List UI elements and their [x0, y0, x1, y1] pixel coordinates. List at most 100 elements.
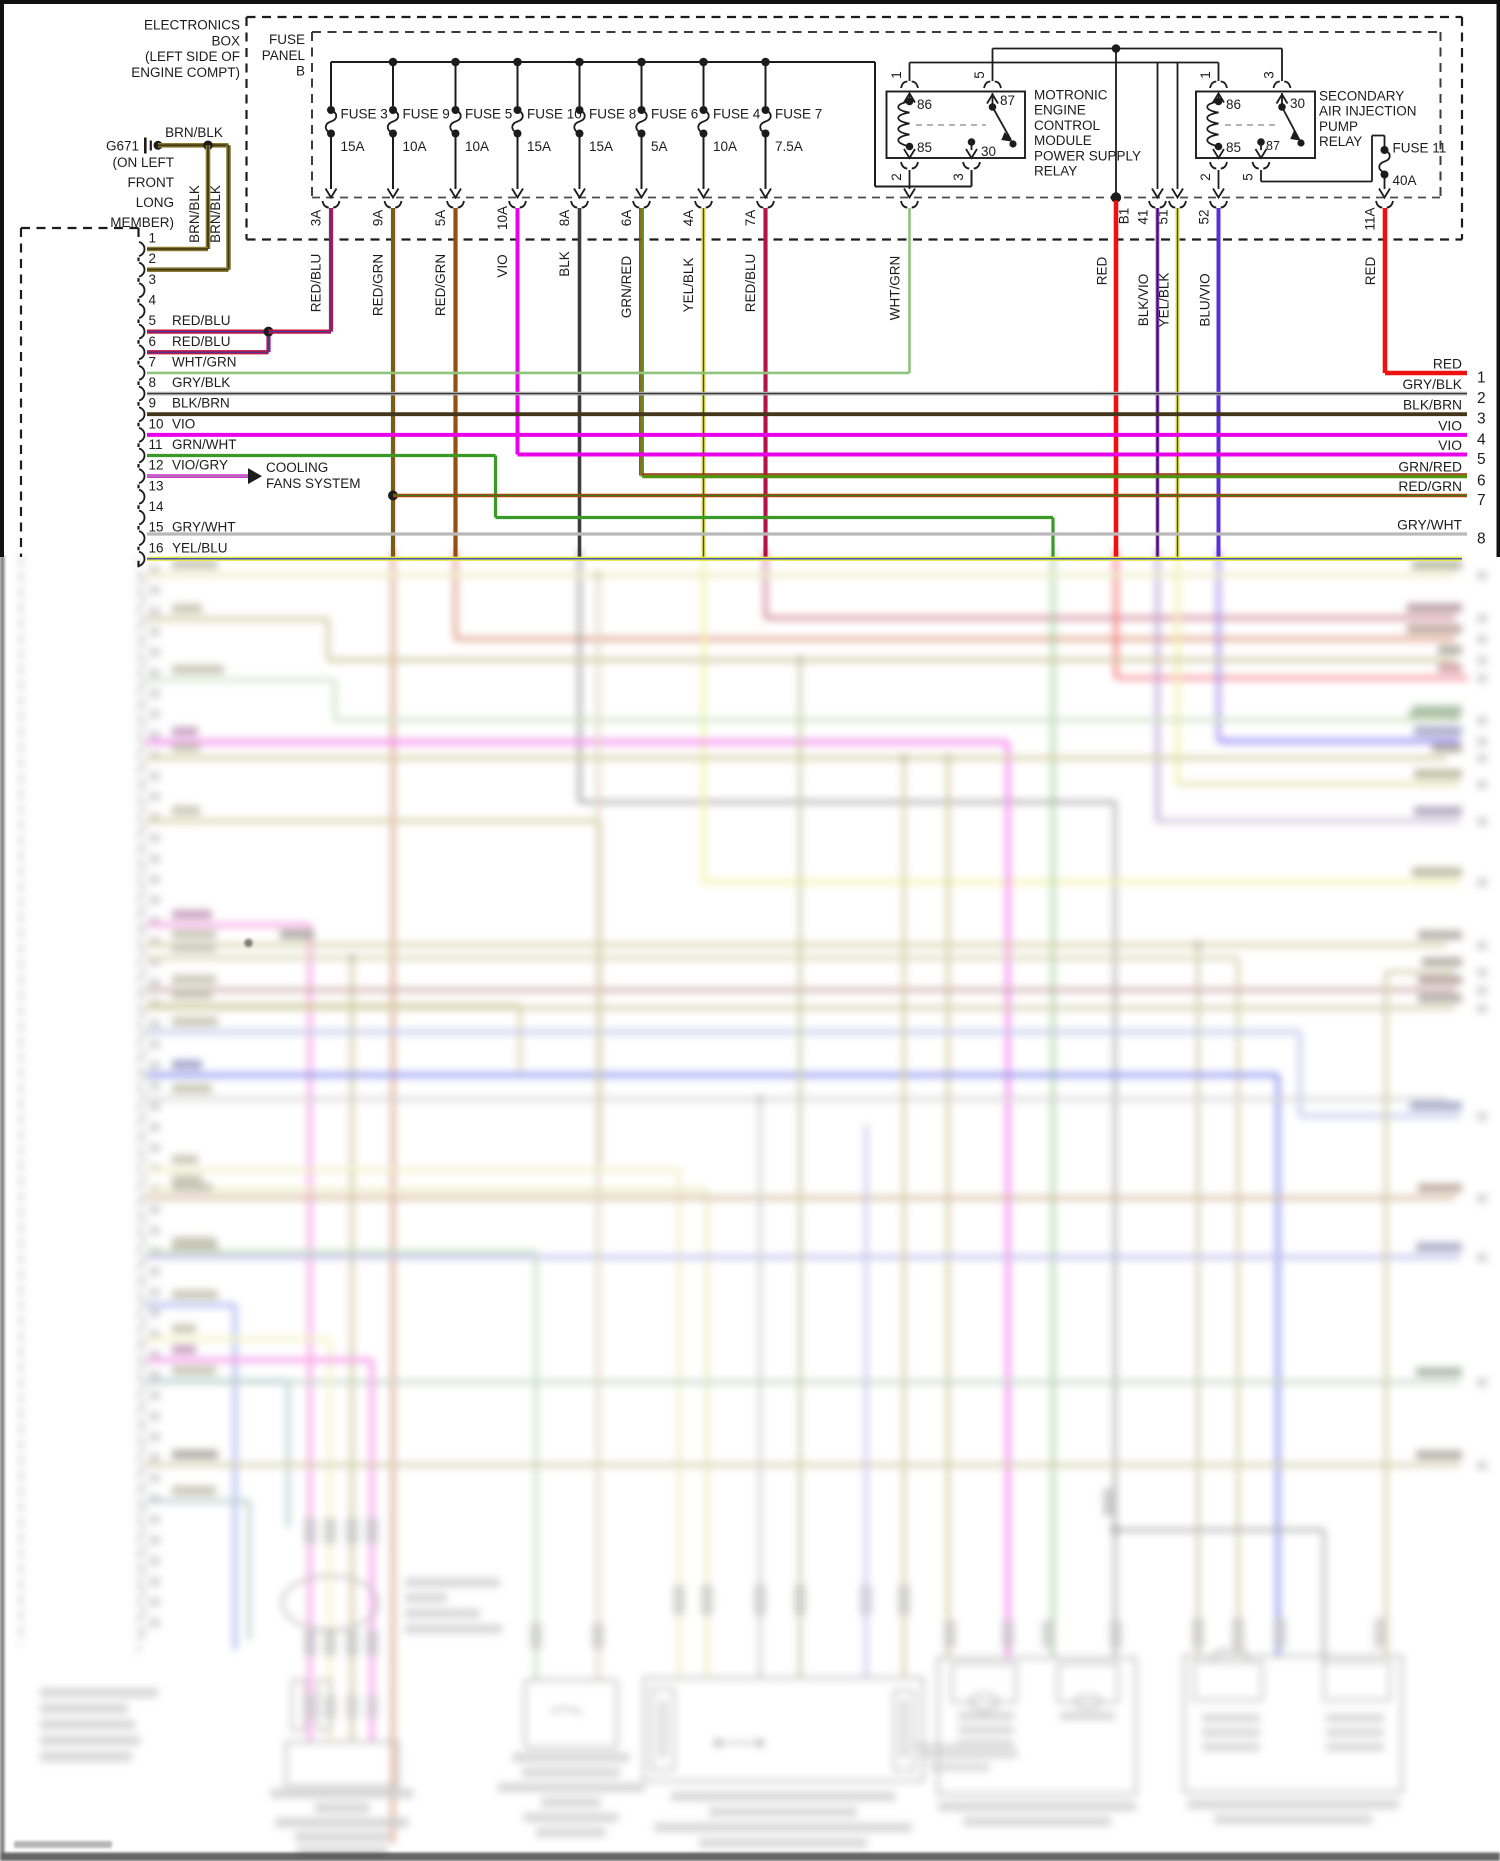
svg-text:FUSE 3: FUSE 3	[341, 107, 388, 122]
svg-text:52: 52	[1197, 209, 1212, 224]
svg-text:FRONT: FRONT	[128, 175, 175, 190]
svg-text:7A: 7A	[743, 210, 758, 227]
svg-text:PUMP: PUMP	[1319, 119, 1358, 134]
svg-text:SECONDARY: SECONDARY	[1319, 89, 1404, 104]
svg-text:7: 7	[149, 354, 157, 369]
svg-text:ELECTRONICS: ELECTRONICS	[144, 18, 240, 33]
svg-text:BOX: BOX	[211, 33, 240, 48]
svg-text:RED: RED	[1433, 357, 1462, 372]
svg-text:3A: 3A	[309, 210, 324, 227]
svg-text:RED: RED	[1095, 257, 1110, 286]
svg-text:WHT/GRN: WHT/GRN	[172, 354, 237, 369]
svg-text:G671: G671	[106, 139, 139, 154]
svg-text:8A: 8A	[557, 210, 572, 227]
svg-text:GRY/BLK: GRY/BLK	[1402, 377, 1462, 392]
svg-text:MOTRONIC: MOTRONIC	[1034, 88, 1108, 103]
svg-text:8: 8	[1477, 531, 1486, 548]
svg-text:BRN/BLK: BRN/BLK	[187, 185, 202, 243]
svg-text:1: 1	[1198, 71, 1213, 79]
svg-text:2: 2	[149, 251, 157, 266]
svg-text:15: 15	[149, 520, 164, 535]
svg-text:8: 8	[149, 375, 157, 390]
svg-text:4: 4	[1477, 431, 1486, 448]
svg-text:RED/BLU: RED/BLU	[172, 334, 231, 349]
svg-text:13: 13	[149, 478, 164, 493]
svg-text:5: 5	[1241, 173, 1256, 181]
svg-text:B1: B1	[1117, 208, 1132, 225]
svg-text:2: 2	[1198, 173, 1213, 181]
svg-text:11: 11	[149, 437, 163, 452]
svg-text:FUSE: FUSE	[269, 32, 305, 47]
svg-text:YEL/BLK: YEL/BLK	[1157, 273, 1172, 328]
svg-text:FUSE 9: FUSE 9	[403, 107, 450, 122]
svg-text:FUSE 8: FUSE 8	[589, 107, 636, 122]
svg-text:VIO: VIO	[172, 416, 195, 431]
svg-text:3: 3	[1477, 411, 1486, 428]
svg-text:RED/BLU: RED/BLU	[309, 254, 324, 313]
svg-text:30: 30	[981, 144, 996, 159]
svg-text:9A: 9A	[371, 210, 386, 227]
svg-text:7.5A: 7.5A	[775, 139, 803, 154]
svg-text:VIO: VIO	[1438, 418, 1462, 433]
svg-text:RED/GRN: RED/GRN	[433, 254, 448, 316]
svg-text:4: 4	[149, 292, 157, 307]
svg-text:5A: 5A	[651, 139, 668, 154]
svg-text:3: 3	[951, 173, 966, 181]
svg-text:GRN/RED: GRN/RED	[619, 256, 634, 319]
svg-text:FANS SYSTEM: FANS SYSTEM	[266, 476, 361, 491]
svg-text:5: 5	[149, 313, 157, 328]
svg-text:BRN/BLK: BRN/BLK	[165, 125, 223, 140]
svg-text:87: 87	[1000, 93, 1015, 108]
svg-text:85: 85	[1226, 140, 1241, 155]
svg-text:14: 14	[149, 499, 165, 514]
svg-text:VIO: VIO	[495, 254, 510, 277]
svg-text:PANEL: PANEL	[262, 48, 306, 63]
svg-text:B: B	[296, 64, 305, 79]
svg-text:10A: 10A	[465, 139, 489, 154]
svg-text:40A: 40A	[1393, 173, 1417, 188]
svg-text:RED: RED	[1363, 257, 1378, 286]
svg-text:87: 87	[1266, 139, 1280, 153]
svg-text:VIO: VIO	[1438, 438, 1462, 453]
svg-text:RELAY: RELAY	[1034, 164, 1077, 179]
svg-text:LONG: LONG	[136, 195, 174, 210]
svg-text:ENGINE COMPT): ENGINE COMPT)	[131, 65, 240, 80]
svg-text:BLK/VIO: BLK/VIO	[1136, 274, 1151, 327]
svg-text:15A: 15A	[589, 139, 613, 154]
svg-text:RELAY: RELAY	[1319, 134, 1362, 149]
svg-text:2: 2	[1477, 390, 1486, 407]
svg-text:FUSE 4: FUSE 4	[713, 107, 761, 122]
svg-text:1: 1	[149, 231, 157, 246]
svg-text:RED/GRN: RED/GRN	[1398, 479, 1462, 494]
svg-text:15A: 15A	[341, 139, 365, 154]
svg-text:AIR INJECTION: AIR INJECTION	[1319, 104, 1417, 119]
svg-text:1: 1	[889, 71, 904, 79]
svg-text:3: 3	[1262, 71, 1277, 79]
svg-text:BLU/VIO: BLU/VIO	[1198, 273, 1213, 326]
svg-text:POWER SUPPLY: POWER SUPPLY	[1034, 148, 1141, 163]
svg-text:BLK/BRN: BLK/BRN	[172, 396, 230, 411]
svg-text:GRY/WHT: GRY/WHT	[1397, 518, 1462, 533]
svg-text:6A: 6A	[619, 210, 634, 227]
svg-text:85: 85	[917, 140, 932, 155]
svg-text:GRN/RED: GRN/RED	[1398, 460, 1462, 475]
svg-text:12: 12	[149, 458, 164, 473]
svg-text:6: 6	[149, 334, 157, 349]
svg-text:BLK: BLK	[557, 251, 572, 277]
svg-text:RED/BLU: RED/BLU	[172, 313, 231, 328]
svg-text:10A: 10A	[403, 139, 427, 154]
svg-text:7: 7	[1477, 492, 1486, 509]
svg-text:86: 86	[917, 97, 932, 112]
svg-text:GRN/WHT: GRN/WHT	[172, 437, 237, 452]
svg-text:2: 2	[889, 173, 904, 181]
svg-text:VIO/GRY: VIO/GRY	[172, 458, 228, 473]
svg-text:30: 30	[1290, 96, 1305, 111]
svg-text:MODULE: MODULE	[1034, 133, 1092, 148]
svg-text:10A: 10A	[495, 206, 510, 230]
svg-text:1: 1	[1477, 370, 1486, 387]
svg-text:15A: 15A	[527, 139, 551, 154]
svg-text:9: 9	[149, 396, 157, 411]
svg-text:(ON LEFT: (ON LEFT	[112, 155, 174, 170]
svg-text:BLK/BRN: BLK/BRN	[1403, 398, 1462, 413]
svg-text:6: 6	[1477, 473, 1486, 490]
